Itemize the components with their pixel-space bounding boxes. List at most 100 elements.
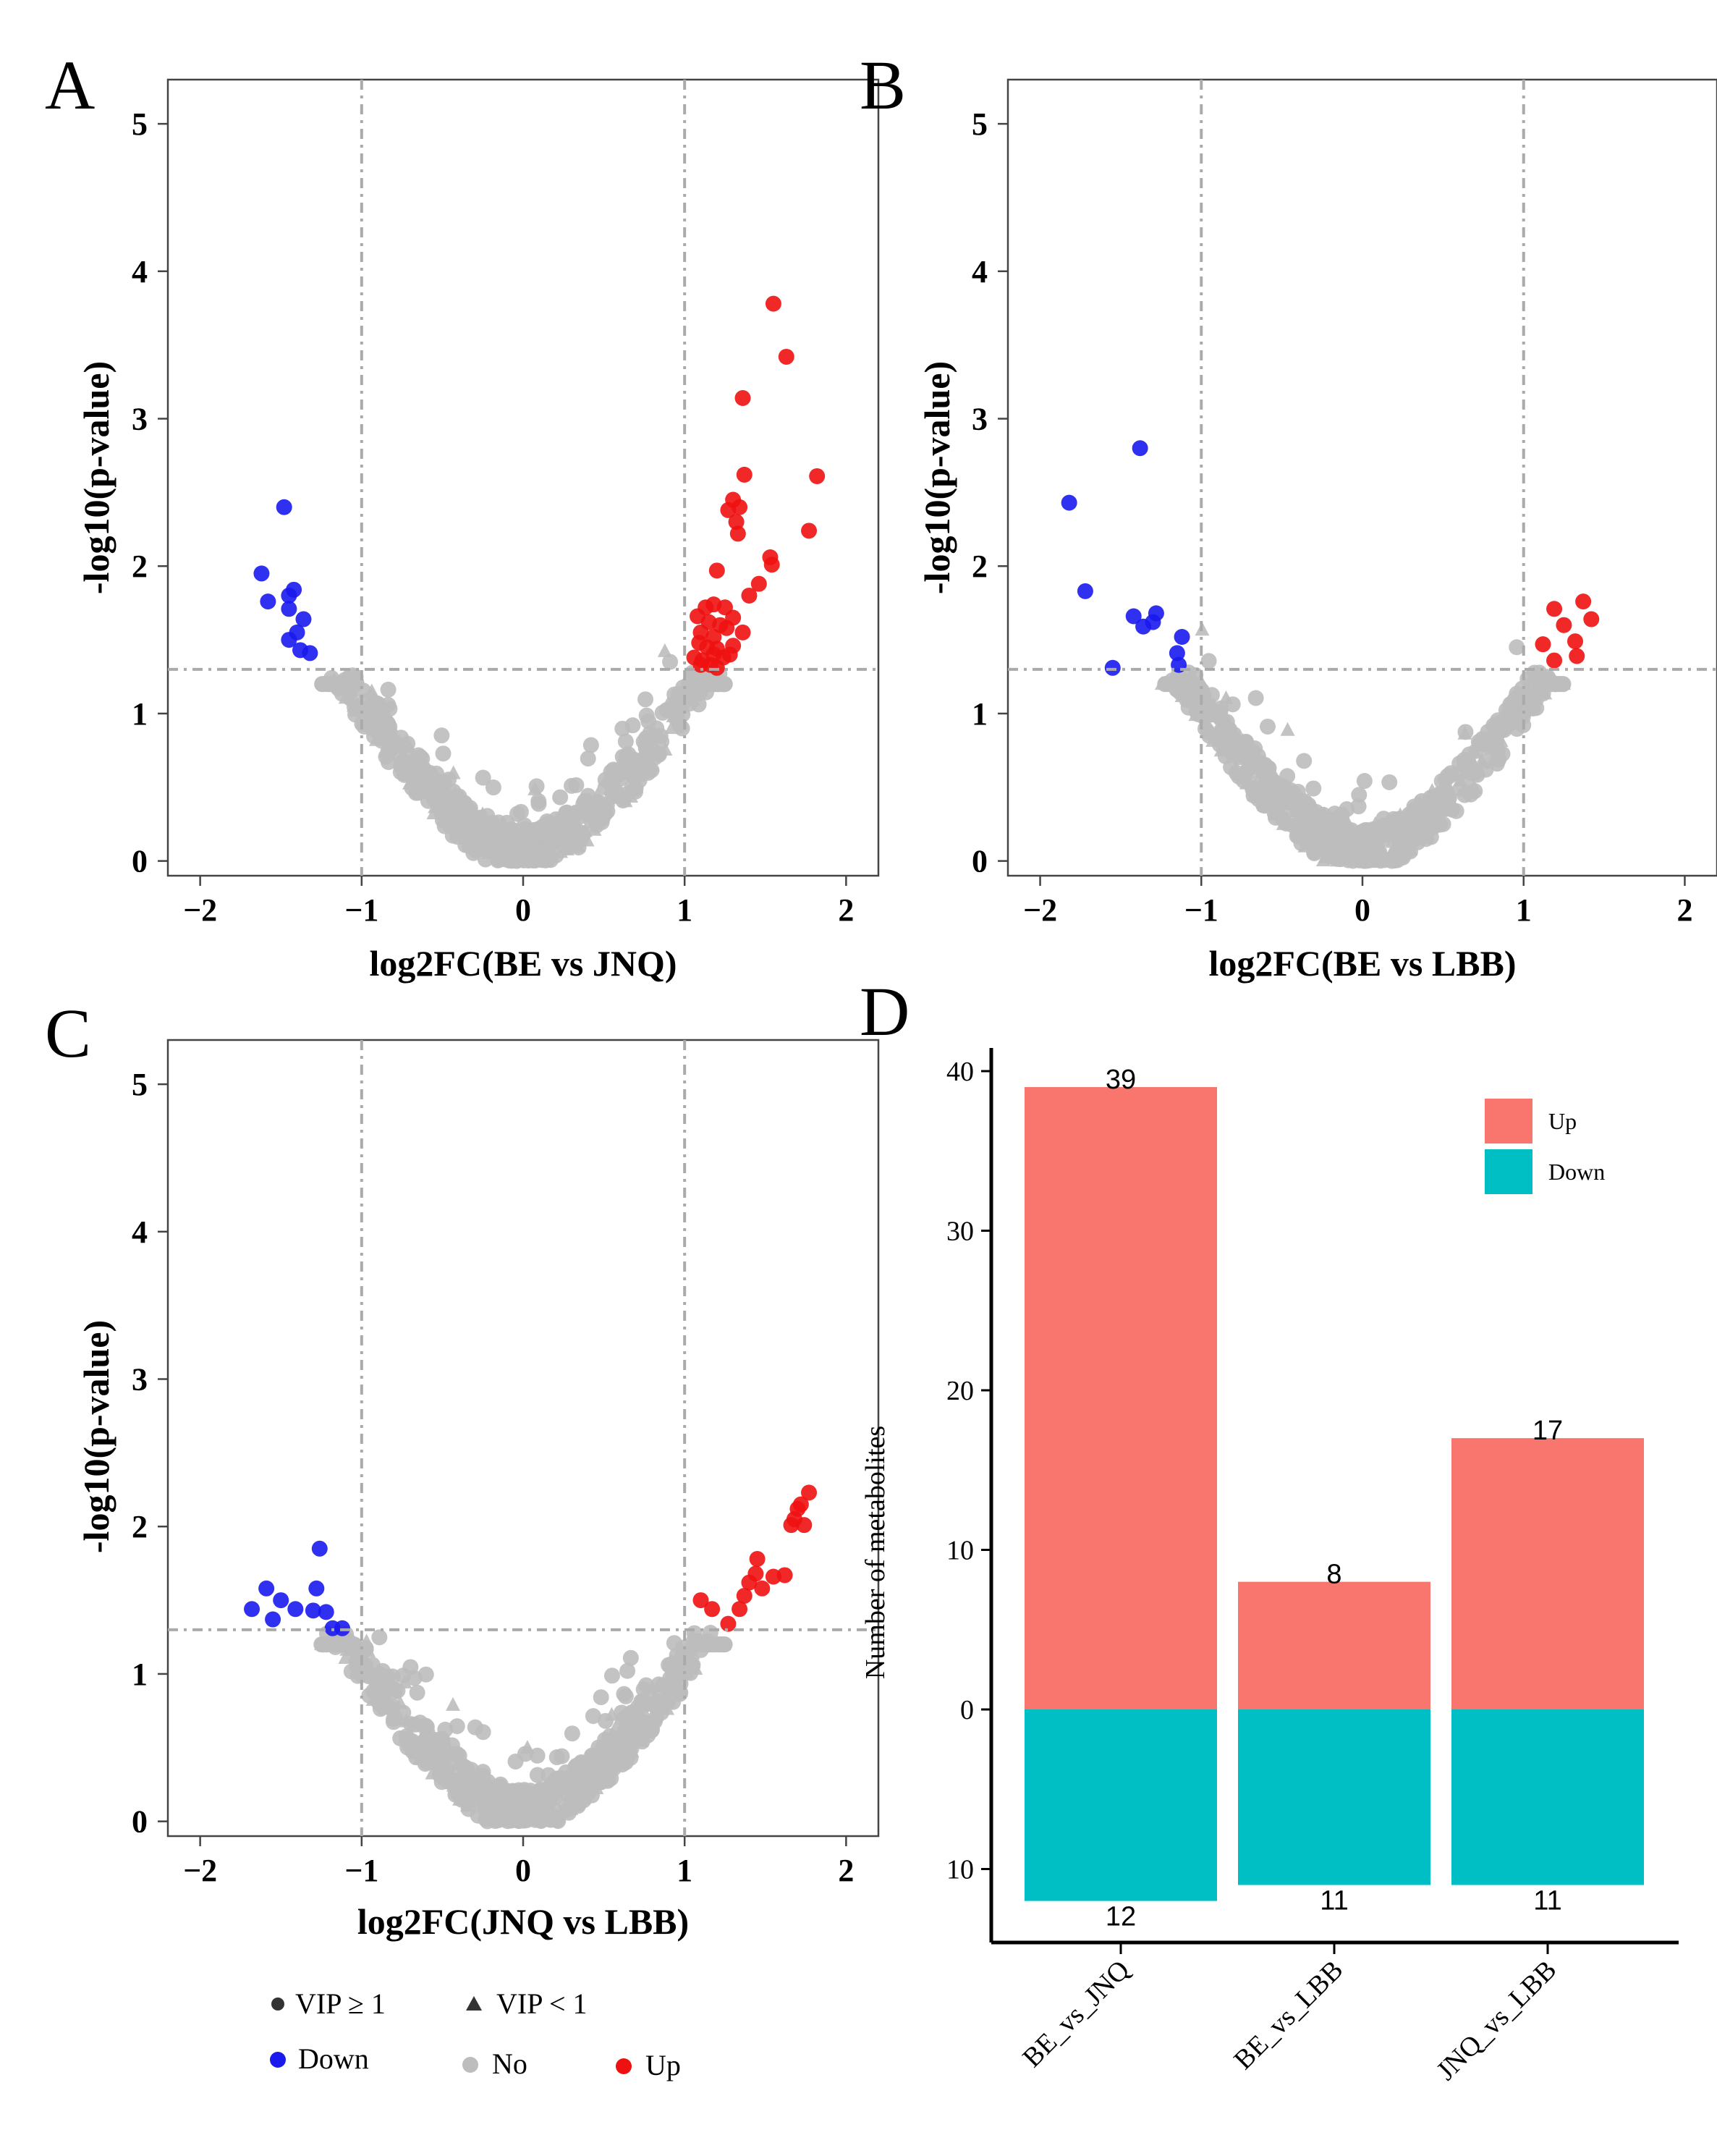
panel-c-no-point: [370, 1679, 386, 1696]
panel-b-y-label: -log10(p-value): [917, 361, 957, 594]
panel-c-no-point: [453, 1791, 470, 1808]
panel-a-no-point: [637, 691, 654, 708]
panel-b-no-point: [1398, 843, 1415, 860]
panel-a-no-point: [367, 716, 383, 732]
panel-b-no-point: [1326, 842, 1342, 859]
legend-vip-low-label: VIP < 1: [496, 1987, 588, 2020]
panel-a-y-tick-label: 0: [132, 844, 148, 879]
bar-up-be-vs-lbb: [1238, 1581, 1430, 1709]
panel-c-no-point: [443, 1745, 458, 1759]
panel-c-no-point: [607, 1735, 622, 1749]
panel-b-no-point: [1494, 720, 1511, 737]
panel-c-no-point: [459, 1761, 475, 1777]
panel-b-significant-points: [1061, 440, 1600, 676]
panel-b-down-point: [1145, 614, 1161, 630]
panel-b-up-point: [1569, 648, 1585, 664]
panel-a-no-point: [441, 771, 457, 788]
panel-b-no-point: [1318, 820, 1333, 834]
panel-b-no-point: [1280, 722, 1295, 736]
panel-b-x-tick-label: 0: [1354, 892, 1370, 928]
panel-c-up-point: [720, 1615, 737, 1632]
panel-b-no-point: [1352, 850, 1368, 866]
panel-a-no-point: [674, 699, 690, 714]
panel-a-no-point: [380, 743, 397, 759]
panel-b-up-point: [1567, 633, 1583, 650]
panel-c-significant-points: [244, 1484, 818, 1636]
panel-c-no-point: [619, 1662, 636, 1679]
panel-a-no-point: [462, 807, 478, 821]
panel-a-no-point: [552, 789, 569, 806]
panel-c-down-point: [334, 1620, 351, 1636]
panel-a-no-point: [471, 834, 488, 850]
panel-b-no-point: [1439, 778, 1454, 792]
panel-b-down-point: [1061, 494, 1077, 511]
panel-b: B −2 −1 0 1 2 0 1 2 3 4 5 log2FC(BE vs LBB) -log10…: [860, 46, 1717, 984]
bar-up-value-label: 39: [1106, 1065, 1136, 1095]
panel-a-up-point: [734, 390, 751, 406]
bar-down-value-label: 11: [1320, 1886, 1348, 1916]
panel-c-no-point: [564, 1725, 580, 1742]
panel-a-no-point: [624, 779, 640, 795]
panel-b-no-point: [1385, 842, 1400, 856]
panel-b-no-point: [1480, 735, 1497, 752]
panel-b-y-tick-label: 5: [972, 106, 988, 142]
panel-d-y-tick-label: 30: [946, 1217, 974, 1247]
panel-a-no-point: [392, 764, 409, 780]
bar-down-be-vs-lbb: [1238, 1709, 1430, 1885]
panel-a-down-point: [302, 645, 318, 661]
panel-a-x-tick-label: 0: [515, 892, 531, 928]
panel-c-y-tick-label: 0: [132, 1804, 148, 1840]
panel-b-no-point: [1275, 808, 1290, 822]
panel-c-no-point: [499, 1803, 514, 1817]
panel-b-no-point: [1396, 820, 1413, 837]
panel-c-down-point: [318, 1604, 334, 1620]
panel-c-y-label: -log10(p-value): [76, 1320, 116, 1553]
panel-a-y-tick-label: 4: [132, 254, 148, 289]
panel-b-no-point: [1538, 685, 1553, 700]
panel-a-no-point: [575, 795, 592, 812]
panel-b-y-tick-label: 3: [972, 402, 988, 437]
panel-b-no-point: [1344, 837, 1360, 854]
panel-a-up-point: [801, 523, 818, 539]
panel-b-no-point: [1324, 811, 1341, 828]
panel-a-no-point: [582, 737, 599, 753]
panel-c-down-point: [273, 1592, 289, 1609]
panel-a-no-point: [369, 732, 384, 746]
panel-b-no-point: [1299, 794, 1314, 808]
panel-d-y-tick-label: 20: [946, 1376, 974, 1406]
legend-up-label: Up: [645, 2049, 681, 2081]
panel-a-no-point: [638, 745, 655, 762]
panel-a-no-point: [580, 751, 596, 767]
panel-b-y-tick-label: 1: [972, 696, 988, 732]
panel-a-no-point: [614, 720, 631, 737]
panel-b-up-point: [1535, 636, 1551, 653]
panel-a-frame: [166, 78, 880, 877]
panel-d-y-tick-label: 40: [946, 1057, 974, 1087]
panel-d-x-tick-label: BE_vs_LBB: [1228, 1955, 1349, 2076]
legend-down-swatch: [1485, 1149, 1532, 1194]
panel-b-y-tick-label: 4: [972, 254, 988, 289]
panel-b-no-point: [1289, 804, 1306, 821]
panel-a-x-tick-label: 1: [677, 892, 692, 928]
panel-a-up-point: [708, 659, 725, 676]
panel-b-no-point: [1272, 777, 1289, 794]
panel-b-no-point: [1205, 732, 1221, 747]
panel-a-no-point: [449, 829, 466, 845]
panel-c-down-point: [311, 1540, 328, 1557]
panel-a-no-point: [475, 842, 490, 857]
panel-b-x-tick-label: −1: [1184, 892, 1218, 928]
panel-c-no-point: [548, 1749, 565, 1766]
panel-a-no-point: [590, 787, 605, 801]
panel-a-no-point: [428, 791, 444, 808]
panel-a-no-point: [657, 643, 672, 657]
panel-b-no-point: [1180, 699, 1197, 716]
panel-c-legend: VIP ≥ 1 VIP < 1 Down No Up: [270, 1987, 681, 2081]
panel-b-no-point: [1307, 814, 1323, 829]
panel-b-no-point: [1493, 732, 1509, 747]
panel-c-down-point: [258, 1580, 275, 1597]
panel-b-no-point: [1406, 798, 1423, 815]
panel-a-x-tick-label: 2: [838, 892, 854, 928]
panel-b-no-point: [1176, 672, 1192, 689]
panel-c-no-point: [624, 1704, 640, 1720]
panel-c-no-point: [613, 1726, 628, 1741]
